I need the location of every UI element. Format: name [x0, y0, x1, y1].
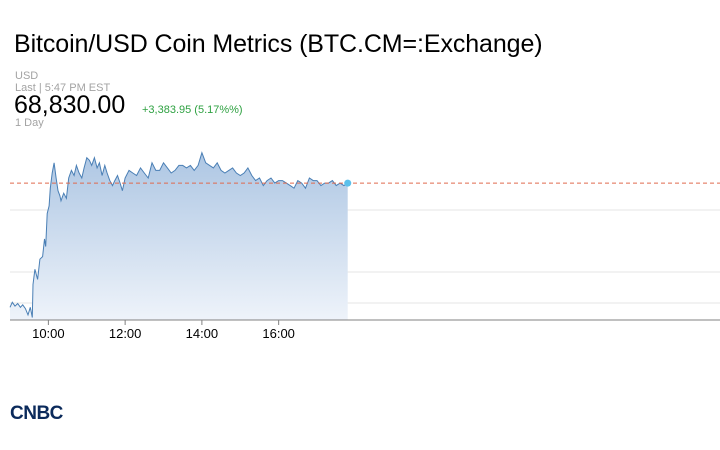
x-tick-label: 14:00 [186, 326, 219, 341]
price-area-fill [10, 152, 348, 320]
currency-label: USD [15, 70, 39, 82]
range-label: 1 Day [15, 117, 44, 129]
last-update-label: Last | 5:47 PM EST [15, 82, 111, 94]
price-line [9, 151, 348, 318]
current-price: 68,830.00 [14, 91, 126, 119]
x-tick-label: 16:00 [262, 326, 295, 341]
last-price-dot [344, 179, 352, 187]
x-tick-label: 10:00 [32, 326, 65, 341]
cnbc-logo: CNBC [10, 403, 64, 424]
x-axis-ticks: 10:00 12:00 14:00 16:00 [32, 320, 295, 341]
price-change: +3,383.95 (5.17%%) [142, 104, 243, 116]
x-tick-label: 12:00 [109, 326, 142, 341]
logo-text: CNBC [10, 403, 64, 424]
price-chart: 10:00 12:00 14:00 16:00 [9, 151, 720, 341]
page-title: Bitcoin/USD Coin Metrics (BTC.CM=:Exchan… [14, 30, 543, 58]
